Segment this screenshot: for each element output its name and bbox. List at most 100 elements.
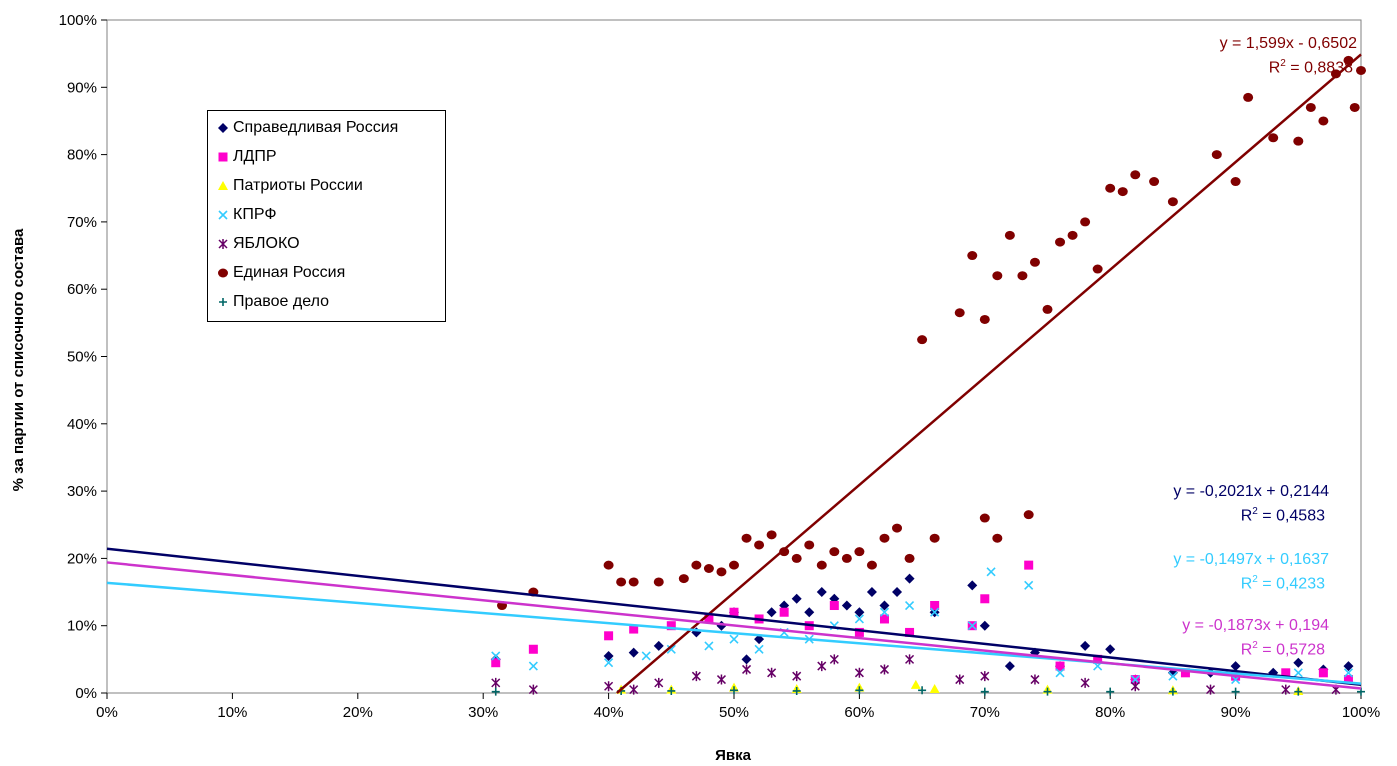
legend-item: Справедливая Россия bbox=[216, 114, 398, 141]
data-point bbox=[604, 631, 614, 641]
data-point bbox=[1117, 187, 1128, 197]
data-point bbox=[704, 614, 714, 624]
data-point bbox=[854, 627, 864, 637]
data-point bbox=[854, 547, 865, 557]
legend-item: Правое дело bbox=[216, 288, 329, 315]
data-point bbox=[1105, 183, 1116, 193]
legend-item: ЛДПР bbox=[216, 143, 277, 170]
legend-marker bbox=[218, 238, 228, 249]
data-point bbox=[766, 607, 777, 618]
legend: Справедливая Россия ЛДПР Патриоты России КП… bbox=[207, 110, 446, 322]
data-point bbox=[980, 687, 989, 696]
data-point bbox=[905, 627, 915, 637]
legend-marker bbox=[218, 209, 228, 220]
legend-item: ЯБЛОКО bbox=[216, 230, 300, 257]
data-point bbox=[704, 641, 714, 651]
x-tick-label: 100% bbox=[1342, 704, 1380, 721]
data-point bbox=[741, 654, 752, 665]
x-tick-label: 30% bbox=[468, 704, 498, 721]
legend-marker-shape bbox=[218, 152, 228, 161]
data-point bbox=[904, 553, 915, 563]
data-point bbox=[904, 600, 915, 611]
data-point bbox=[716, 567, 727, 577]
data-point bbox=[1305, 102, 1316, 112]
data-point bbox=[754, 644, 764, 654]
data-point bbox=[1349, 102, 1360, 112]
data-point bbox=[879, 664, 890, 675]
data-point bbox=[980, 671, 990, 682]
data-point bbox=[1055, 237, 1066, 247]
legend-marker bbox=[218, 268, 228, 277]
data-point bbox=[603, 560, 614, 570]
data-point bbox=[1023, 510, 1034, 520]
series-4 bbox=[491, 654, 1341, 695]
data-point bbox=[666, 621, 676, 631]
r-squared-text: R2 = 0,4233 bbox=[1240, 574, 1325, 593]
data-point bbox=[1106, 687, 1115, 696]
data-point bbox=[1017, 271, 1028, 281]
x-tick-label: 90% bbox=[1221, 704, 1251, 721]
legend-label: ЯБЛОКО bbox=[233, 234, 300, 252]
data-point bbox=[918, 686, 927, 695]
data-point bbox=[986, 567, 996, 577]
legend-label: Справедливая Россия bbox=[233, 118, 399, 136]
data-point bbox=[691, 671, 701, 682]
legend-marker bbox=[219, 297, 227, 306]
data-point bbox=[892, 587, 903, 598]
y-tick-label: 20% bbox=[67, 550, 97, 567]
r-squared-text: R2 = 0,8838 bbox=[1268, 58, 1353, 77]
data-point bbox=[854, 607, 865, 618]
data-point bbox=[929, 683, 940, 693]
trendline bbox=[106, 561, 1362, 690]
data-point bbox=[1024, 580, 1034, 590]
data-point bbox=[1180, 668, 1190, 678]
legend-marker-shape bbox=[218, 209, 228, 220]
data-point bbox=[629, 684, 639, 695]
data-point bbox=[1357, 687, 1365, 696]
legend-label: Патриоты России bbox=[233, 176, 363, 194]
data-point bbox=[1243, 92, 1254, 102]
legend-marker-shape bbox=[218, 238, 228, 249]
data-point bbox=[967, 580, 978, 591]
data-point bbox=[491, 677, 501, 688]
data-point bbox=[729, 634, 739, 644]
data-point bbox=[904, 573, 915, 584]
data-point bbox=[929, 533, 940, 543]
data-point bbox=[666, 644, 676, 654]
data-point bbox=[879, 600, 890, 611]
data-point bbox=[528, 684, 538, 695]
data-point bbox=[729, 607, 739, 617]
data-point bbox=[829, 547, 840, 557]
legend-marker bbox=[218, 122, 228, 133]
data-point bbox=[1130, 674, 1140, 685]
data-point bbox=[1318, 116, 1329, 126]
data-point bbox=[816, 587, 827, 598]
data-point bbox=[854, 667, 864, 678]
data-point bbox=[1105, 644, 1116, 655]
data-point bbox=[804, 607, 815, 618]
data-point bbox=[641, 651, 651, 661]
legend-marker-shape bbox=[218, 122, 228, 133]
data-point bbox=[1168, 671, 1178, 681]
x-tick-label: 60% bbox=[844, 704, 874, 721]
legend-marker-shape bbox=[218, 268, 228, 277]
equation-text: y = -0,1497x + 0,1637 bbox=[1173, 551, 1329, 568]
data-point bbox=[767, 667, 777, 678]
y-tick-label: 40% bbox=[67, 416, 97, 433]
x-tick-label: 40% bbox=[594, 704, 624, 721]
legend-item: КПРФ bbox=[216, 201, 276, 228]
data-point bbox=[604, 658, 614, 668]
x-tick-label: 20% bbox=[343, 704, 373, 721]
data-point bbox=[491, 658, 501, 668]
legend-marker-shape bbox=[219, 297, 227, 306]
data-point bbox=[792, 686, 801, 695]
data-point bbox=[1318, 668, 1328, 678]
data-point bbox=[866, 560, 877, 570]
data-point bbox=[528, 644, 538, 654]
x-tick-label: 0% bbox=[96, 704, 118, 721]
data-point bbox=[1149, 177, 1160, 187]
data-point bbox=[792, 671, 802, 682]
equation-text: y = -0,2021x + 0,2144 bbox=[1173, 483, 1329, 500]
data-point bbox=[791, 593, 802, 604]
legend-marker bbox=[218, 152, 228, 161]
